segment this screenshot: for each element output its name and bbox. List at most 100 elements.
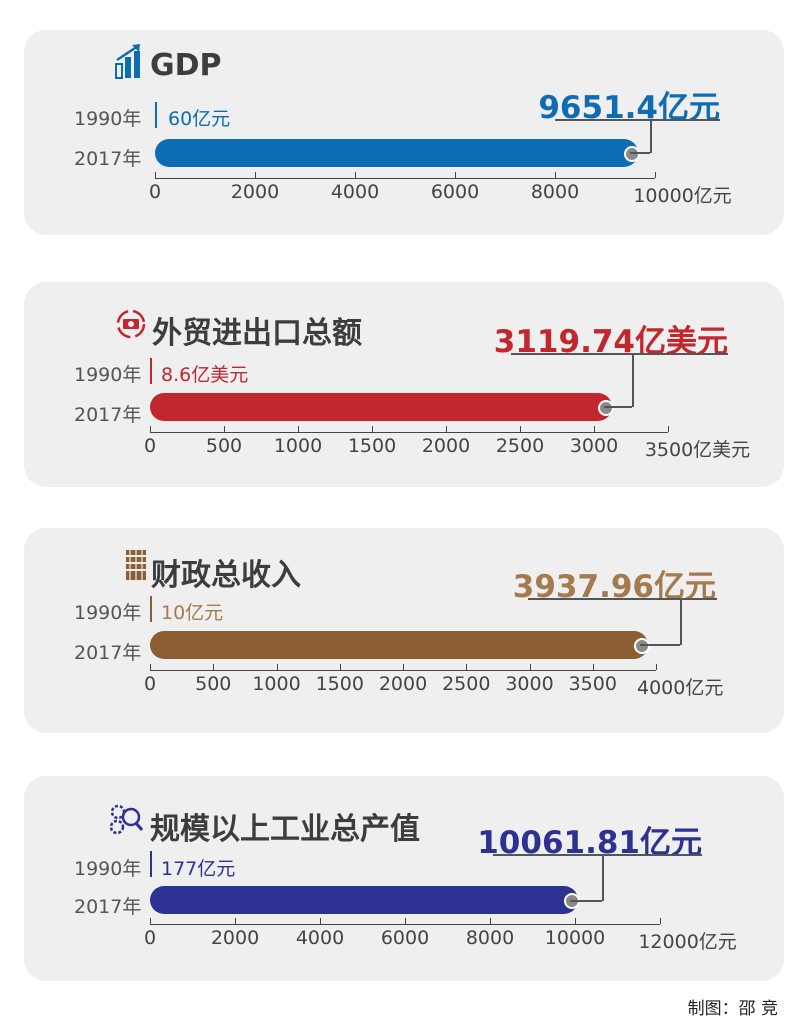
x-tick [520,426,521,432]
x-tick [592,664,594,670]
x-tick-label: 1000 [273,435,323,457]
x-tick-label: 2000 [421,435,471,457]
bar-end-marker [623,146,640,162]
x-axis [150,924,660,925]
x-tick [224,426,225,432]
x-tick-label: 3500 [568,673,617,695]
x-tick [594,426,595,432]
x-tick-label: 1500 [347,435,397,457]
bar-end-marker [597,400,614,416]
x-tick-label: 500 [195,673,232,695]
callout-connector-h [569,900,602,902]
x-tick [155,172,156,178]
x-tick [555,172,556,178]
x-tick-label: 1500 [315,673,364,695]
bar-end-marker [634,638,651,654]
x-tick [529,664,531,670]
x-tick-label: 3000 [505,673,554,695]
callout-underline [555,119,720,121]
x-tick [660,918,661,924]
bar-2017 [155,139,638,167]
credit-line: 制图：邵 竞 [687,999,778,1019]
x-tick-label: 2000 [378,673,428,695]
coin-stack-icon [124,548,148,586]
bar-1990 [150,596,152,622]
x-tick [320,918,321,924]
x-tick-label: 500 [205,435,243,457]
x-tick-label: 2000 [210,927,260,949]
callout-connector [650,121,652,153]
bar-2017 [150,631,649,659]
callout-connector-h [640,644,680,646]
x-tick [466,664,468,670]
x-tick [575,918,576,924]
x-tick-label: 6000 [380,927,430,949]
x-tick [255,172,256,178]
category-label-2017: 2017年 [74,642,142,664]
x-axis [150,432,668,433]
bar-1990 [150,358,152,384]
x-tick-label: 6000 [430,181,480,203]
x-tick [372,426,373,432]
bar-1990 [150,851,152,877]
callout-underline [511,353,728,355]
chart-title: 规模以上工业总产值 [150,812,420,847]
x-tick-label: 0 [143,927,157,949]
x-tick-label: 2500 [442,673,491,695]
x-tick-label: 2500 [495,435,545,457]
data-label-1990: 10亿元 [161,602,224,624]
money-exchange-icon [115,308,147,344]
x-tick-label: 4000亿元 [637,677,724,699]
bar-1990 [155,102,157,128]
data-label-1990: 177亿元 [161,858,236,880]
x-tick-label: 0 [143,435,157,457]
category-label-1990: 1990年 [74,858,142,880]
bar-2017 [150,886,578,914]
x-tick [655,172,656,178]
chart-title: GDP [150,48,222,83]
callout-underline [493,854,702,856]
x-tick [150,664,151,670]
x-tick-label: 0 [148,181,162,203]
callout-connector-h [603,406,632,408]
x-tick [276,664,278,670]
x-tick [298,426,299,432]
x-tick [235,918,236,924]
x-tick [213,664,215,670]
x-tick [656,664,657,670]
x-tick [403,664,404,670]
x-tick-label: 1000 [252,673,301,695]
category-label-2017: 2017年 [74,148,142,170]
x-tick [446,426,447,432]
category-label-1990: 1990年 [74,364,142,386]
category-label-2017: 2017年 [74,404,142,426]
growth-chart-icon [114,44,144,84]
gears-magnifier-icon [108,802,144,840]
x-tick [668,426,669,432]
x-axis [150,670,656,671]
category-label-1990: 1990年 [74,108,142,130]
callout-underline [528,598,717,600]
chart-title: 外贸进出口总额 [152,316,362,351]
chart-title: 财政总收入 [151,558,301,593]
x-tick-label: 10000亿元 [633,185,732,207]
gdp-panel: GDP 1990年 2017年 60亿元 9651.4亿元 0 2000 4000 6… [24,30,784,235]
callout-connector [632,355,634,407]
x-tick [355,172,356,178]
x-tick [150,426,151,432]
x-tick-label: 8000 [465,927,515,949]
x-axis [155,178,655,179]
x-tick-label: 0 [143,673,157,695]
x-tick-label: 8000 [530,181,580,203]
data-label-1990: 8.6亿美元 [161,364,249,386]
x-tick [150,918,151,924]
data-label-1990: 60亿元 [168,108,231,130]
x-tick-label: 4000 [330,181,380,203]
x-tick-label: 3500亿美元 [644,439,751,461]
callout-connector-h [629,152,650,154]
revenue-panel: 财政总收入 1990年 2017年 10亿元 3937.96亿元 0 500 100… [24,528,784,733]
x-tick [490,918,491,924]
x-tick-label: 2000 [230,181,280,203]
industry-panel: 规模以上工业总产值 1990年 2017年 177亿元 10061.81亿元 0… [24,776,784,981]
